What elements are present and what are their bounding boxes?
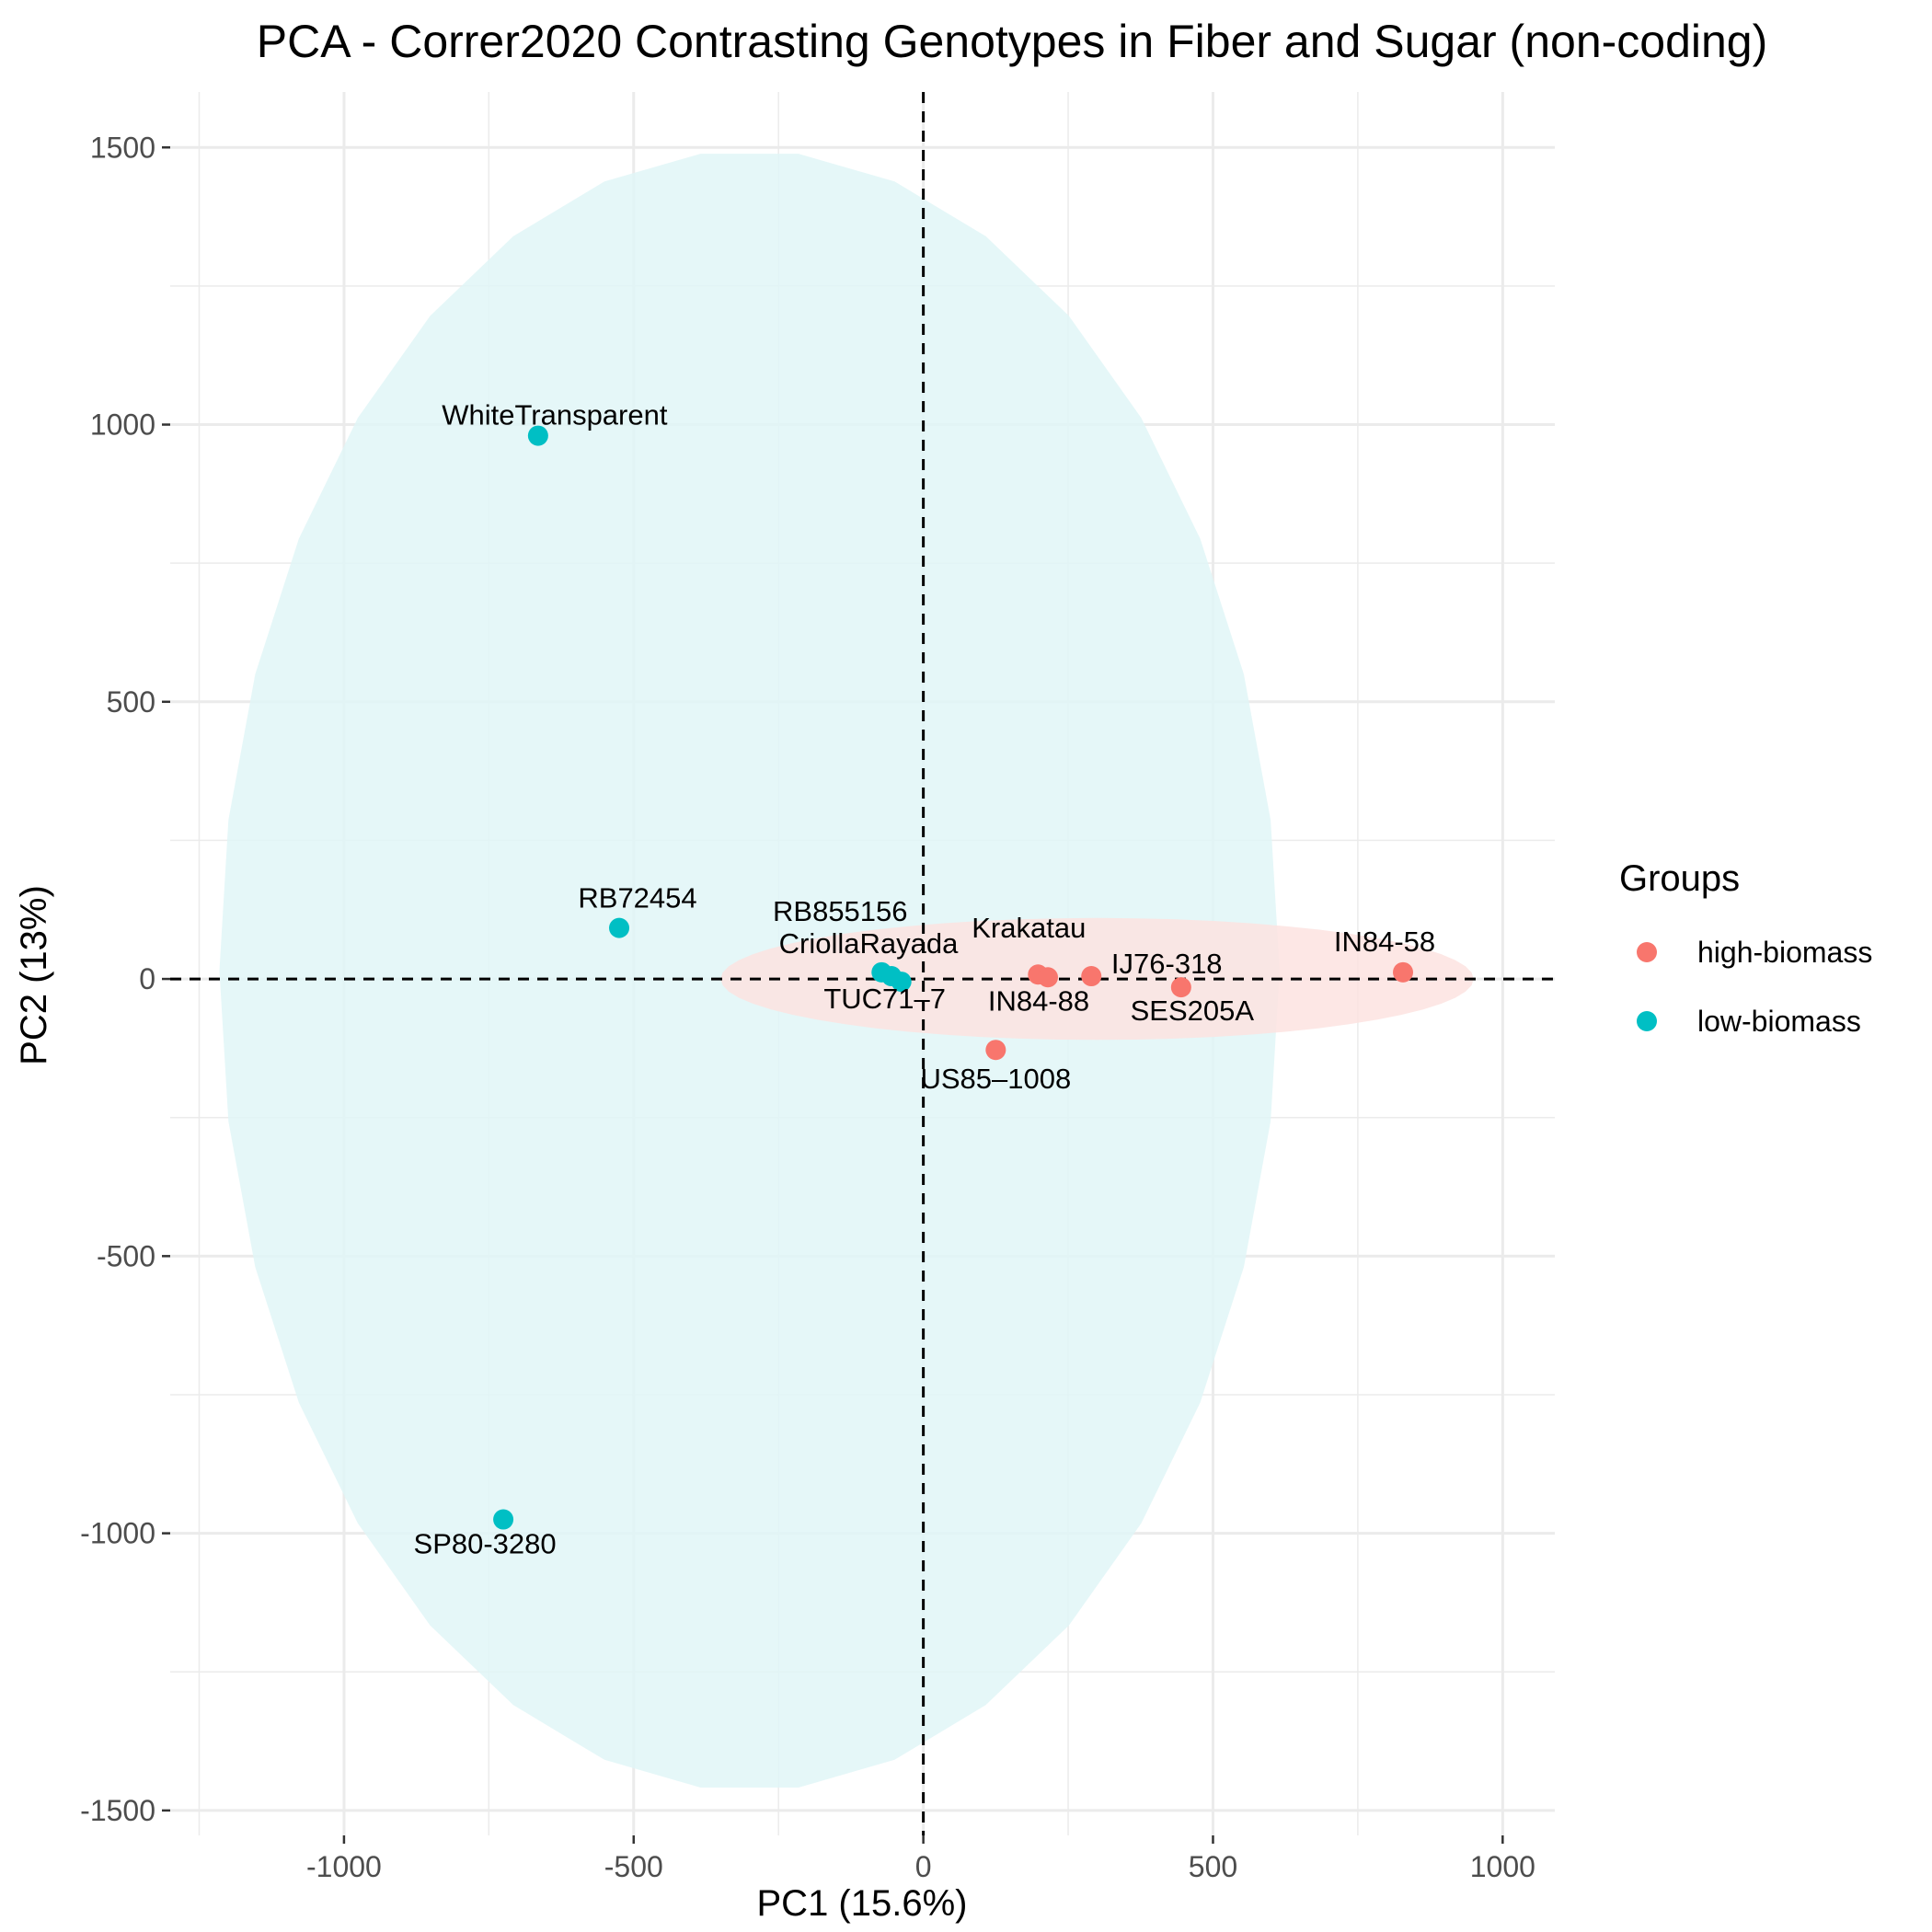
- data-point-label: IJ76-318: [1111, 948, 1223, 980]
- data-point-label: RB855156: [773, 895, 908, 927]
- data-point-label: TUC71–7: [823, 983, 946, 1015]
- y-tick-label: 500: [107, 685, 155, 719]
- data-points: [493, 425, 1414, 1530]
- x-tick-label: 0: [915, 1850, 932, 1883]
- y-axis: -1500 -1000 -500 0 500 1000 1500: [80, 131, 170, 1827]
- data-point: [891, 972, 912, 993]
- legend: Groups high-biomass low-biomass: [1619, 858, 1872, 1038]
- y-tick-label: 1500: [90, 131, 155, 164]
- y-tick-label: 0: [139, 962, 155, 995]
- x-axis-title: PC1 (15.6%): [757, 1883, 968, 1924]
- x-tick-label: -1000: [306, 1850, 382, 1883]
- plot-panel: Krakatau IN84-88 IJ76-318 SES205A US85–1008 I…: [170, 92, 1555, 1835]
- y-tick-label: -1500: [80, 1794, 155, 1827]
- x-tick-label: 500: [1189, 1850, 1237, 1883]
- data-point: [1170, 977, 1191, 998]
- data-point: [985, 1040, 1006, 1061]
- data-point-label: WhiteTransparent: [442, 399, 668, 431]
- y-tick-label: -1000: [80, 1517, 155, 1550]
- data-point-label: US85–1008: [920, 1063, 1071, 1095]
- legend-label: high-biomass: [1697, 936, 1872, 969]
- data-point: [609, 917, 630, 938]
- confidence-ellipses: [219, 154, 1474, 1788]
- reference-lines: [170, 92, 1555, 1835]
- y-axis-title: PC2 (13%): [14, 885, 54, 1065]
- data-point: [527, 425, 548, 446]
- legend-key-high-biomass: [1637, 942, 1657, 962]
- legend-label: low-biomass: [1697, 1005, 1861, 1038]
- data-point-label: IN84-58: [1334, 926, 1435, 958]
- data-point-labels: Krakatau IN84-88 IJ76-318 SES205A US85–1008 I…: [414, 399, 1436, 1560]
- y-tick-label: 1000: [90, 408, 155, 442]
- legend-key-low-biomass: [1637, 1011, 1657, 1031]
- data-point-label: CriollaRayada: [779, 927, 959, 960]
- data-point-label: SP80-3280: [414, 1528, 557, 1560]
- chart-title: PCA - Correr2020 Contrasting Genotypes i…: [257, 16, 1768, 67]
- data-point: [1038, 967, 1059, 988]
- legend-items: high-biomass low-biomass: [1637, 936, 1872, 1038]
- data-point-label: RB72454: [578, 882, 696, 914]
- data-point-label: SES205A: [1131, 995, 1255, 1027]
- x-tick-label: -500: [604, 1850, 663, 1883]
- data-point: [1393, 961, 1414, 983]
- data-point-label: IN84-88: [988, 984, 1089, 1017]
- y-tick-label: -500: [97, 1239, 155, 1272]
- data-point: [493, 1509, 514, 1530]
- data-point-label: Krakatau: [972, 912, 1086, 944]
- legend-title: Groups: [1619, 858, 1740, 899]
- x-tick-label: 1000: [1470, 1850, 1535, 1883]
- data-point: [1081, 966, 1102, 987]
- x-axis: -1000 -500 0 500 1000: [306, 1835, 1535, 1883]
